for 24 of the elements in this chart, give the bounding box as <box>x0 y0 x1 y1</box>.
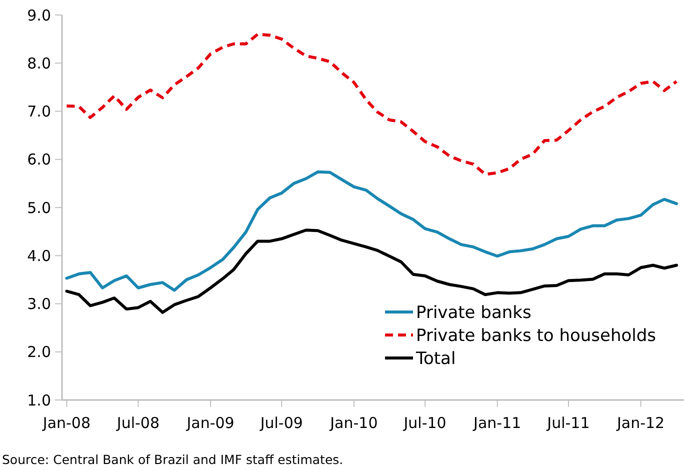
y-tick-label: 9.0 <box>27 6 51 24</box>
x-tick-label: Jan-11 <box>472 414 522 432</box>
x-tick-label: Jul-11 <box>546 414 590 432</box>
legend-label: Total <box>415 348 456 369</box>
x-tick-label: Jan-10 <box>329 414 378 432</box>
y-tick-label: 1.0 <box>27 391 51 410</box>
y-tick-label: 2.0 <box>27 343 51 362</box>
legend-label: Private banks to households <box>416 326 656 346</box>
source-note: Source: Central Bank of Brazil and IMF staff estimates. <box>2 452 344 467</box>
y-tick-label: 5.0 <box>27 198 51 217</box>
x-tick-label: Jul-09 <box>259 414 303 432</box>
legend-label: Private banks <box>416 302 532 323</box>
y-tick-label: 7.0 <box>27 102 51 120</box>
y-tick-label: 6.0 <box>27 150 51 169</box>
line-series <box>65 32 678 176</box>
x-tick-label: Jul-08 <box>116 414 160 432</box>
y-tick-label: 3.0 <box>27 295 51 313</box>
y-tick-label: 4.0 <box>27 246 51 265</box>
y-tick-label: 8.0 <box>27 54 51 72</box>
x-tick-label: Jan-08 <box>42 414 91 432</box>
x-tick-label: Jul-10 <box>402 414 446 432</box>
line-series <box>65 170 678 292</box>
x-tick-label: Jan-09 <box>186 414 234 432</box>
x-tick-label: Jan-12 <box>616 414 665 432</box>
